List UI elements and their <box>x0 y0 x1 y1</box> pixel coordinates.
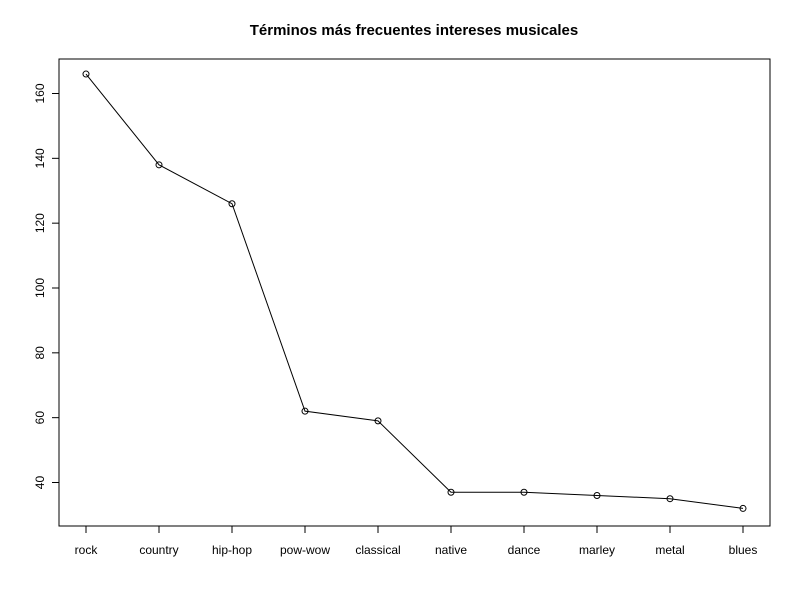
y-tick-label: 60 <box>33 411 47 425</box>
data-point-classical <box>374 417 382 425</box>
y-tick-label: 120 <box>33 213 47 233</box>
x-tick-label-native: native <box>435 543 467 557</box>
y-axis: 40 60 80 100 120 140 160 <box>33 83 60 490</box>
chart-title: Términos más frecuentes intereses musica… <box>250 22 579 39</box>
x-tick-label-metal: metal <box>655 543 684 557</box>
series-line <box>85 73 744 509</box>
y-tick-label: 40 <box>33 476 47 490</box>
y-tick-label: 160 <box>33 83 47 103</box>
x-axis: rock country hip-hop pow-wow classical native… <box>75 525 758 557</box>
x-tick-label-pow-wow: pow-wow <box>280 543 330 557</box>
x-tick-label-marley: marley <box>579 543 615 557</box>
data-point-hip-hop <box>228 200 236 208</box>
series-polyline <box>85 73 744 509</box>
data-point-country <box>155 161 163 169</box>
x-tick-label-hip-hop: hip-hop <box>212 543 252 557</box>
x-tick-label-blues: blues <box>729 543 758 557</box>
data-point-pow-wow <box>301 407 309 415</box>
x-tick-label-classical: classical <box>355 543 400 557</box>
data-point-metal <box>666 495 674 503</box>
data-point-marley <box>593 491 601 499</box>
x-tick-label-dance: dance <box>508 543 541 557</box>
data-point-blues <box>739 504 747 512</box>
x-tick-label-country: country <box>139 543 178 557</box>
data-point-dance <box>520 488 528 496</box>
y-tick-label: 140 <box>33 148 47 168</box>
data-point-rock <box>82 70 90 78</box>
y-tick-label: 100 <box>33 278 47 298</box>
y-tick-label: 80 <box>33 346 47 360</box>
data-point-native <box>447 488 455 496</box>
x-tick-label-rock: rock <box>75 543 99 557</box>
data-points <box>82 70 747 512</box>
